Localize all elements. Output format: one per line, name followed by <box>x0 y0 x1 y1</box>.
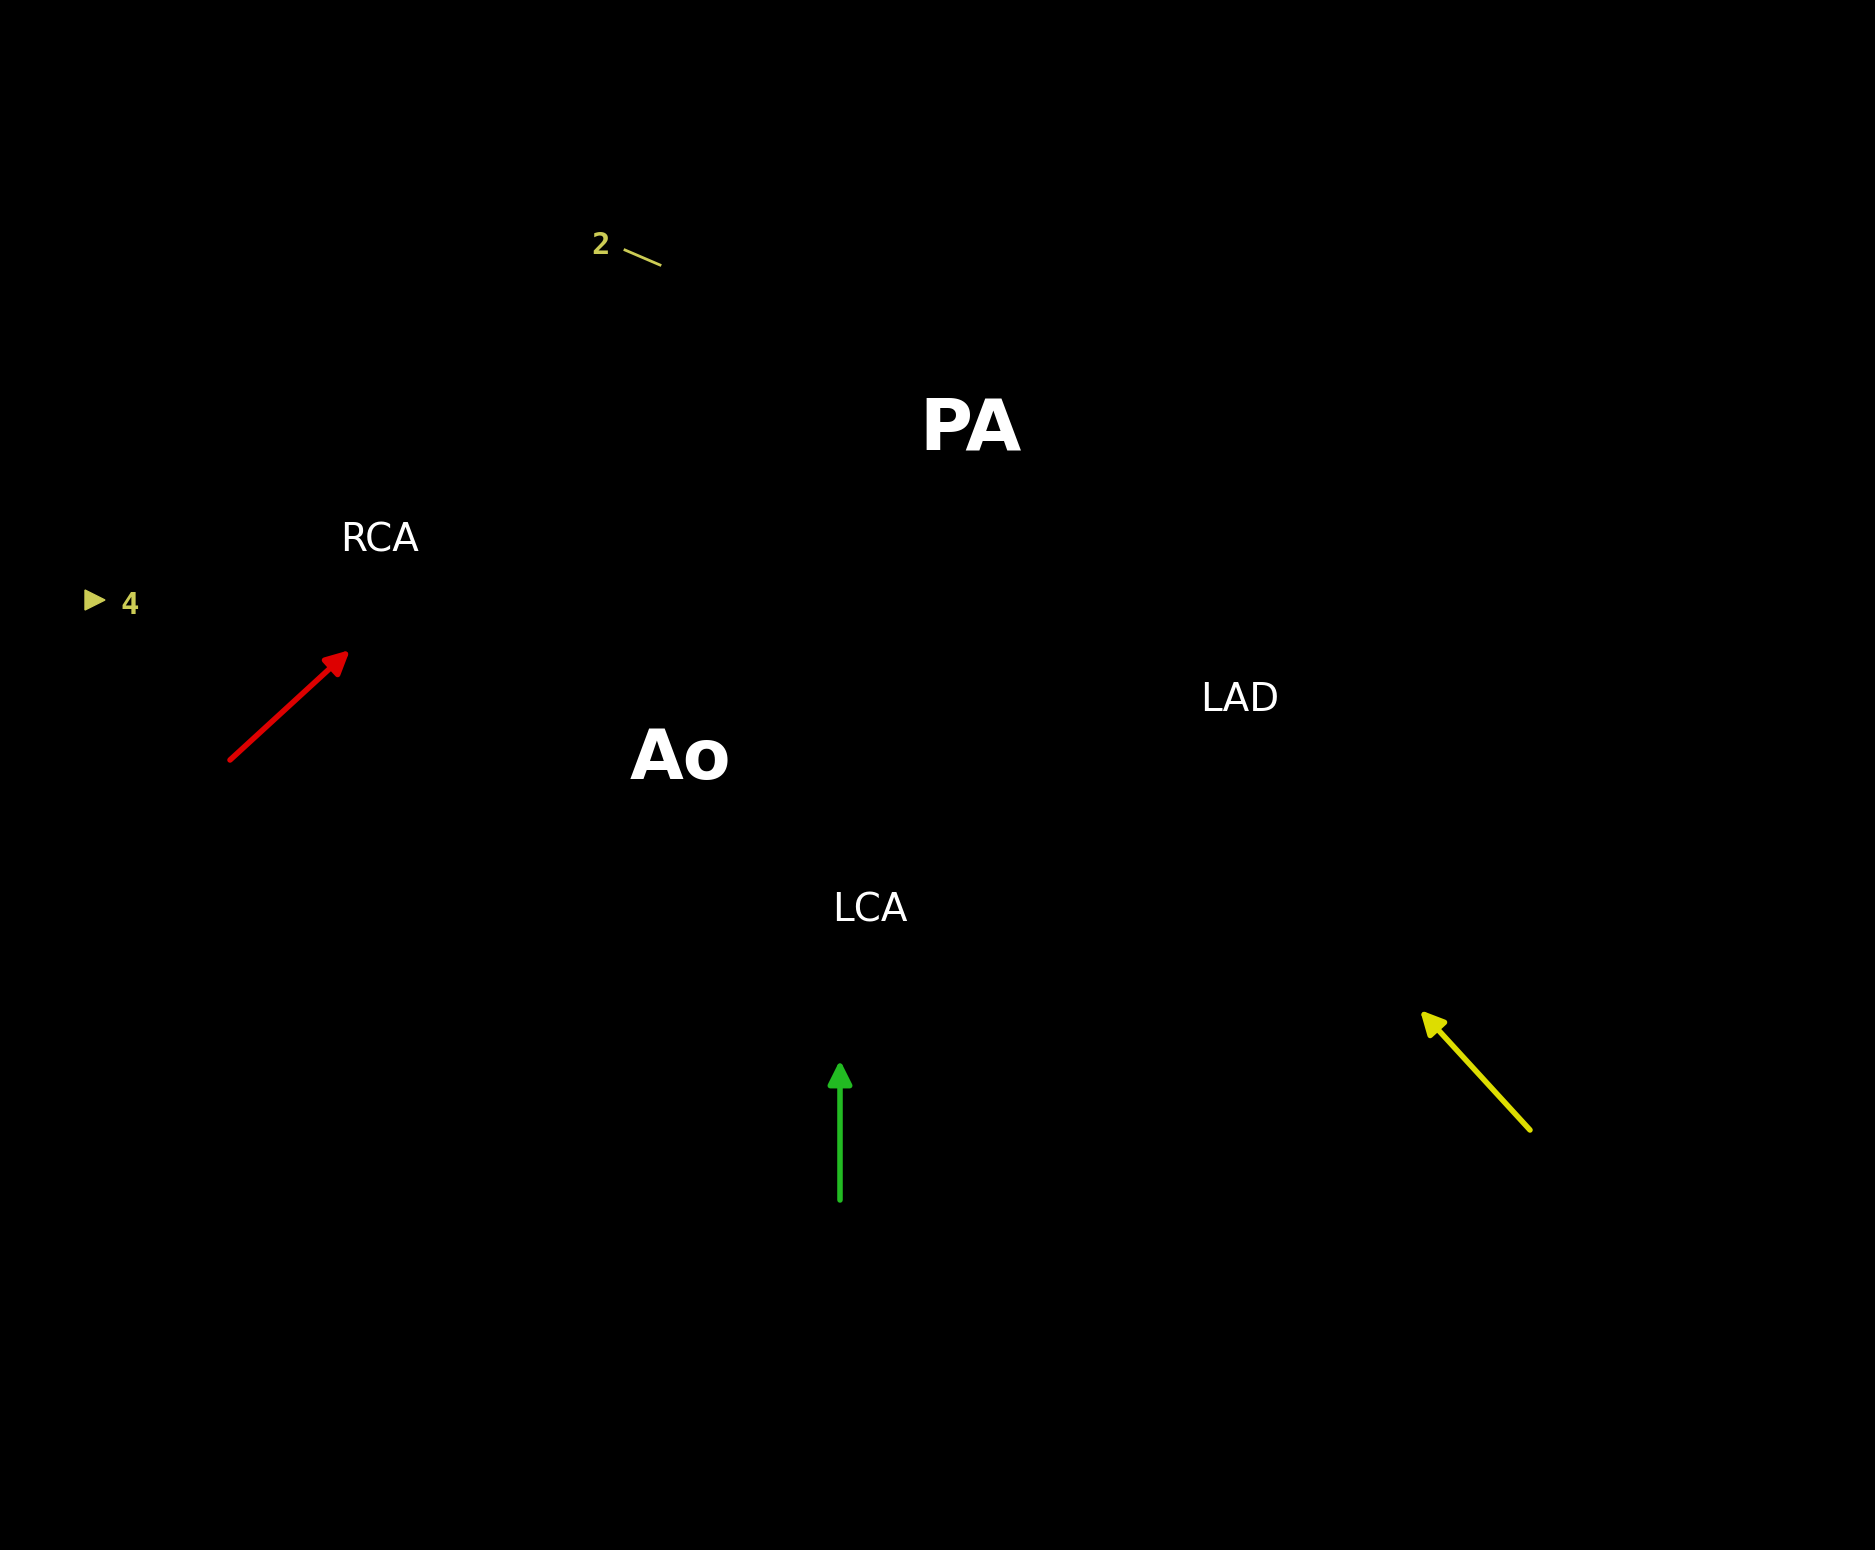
Text: 2: 2 <box>591 231 609 259</box>
Text: LAD: LAD <box>1200 680 1279 719</box>
Polygon shape <box>84 591 105 611</box>
Text: PA: PA <box>919 395 1022 465</box>
Text: Ao: Ao <box>630 727 731 794</box>
Text: LCA: LCA <box>832 891 908 928</box>
Text: RCA: RCA <box>341 521 420 560</box>
Text: 4: 4 <box>120 591 139 620</box>
